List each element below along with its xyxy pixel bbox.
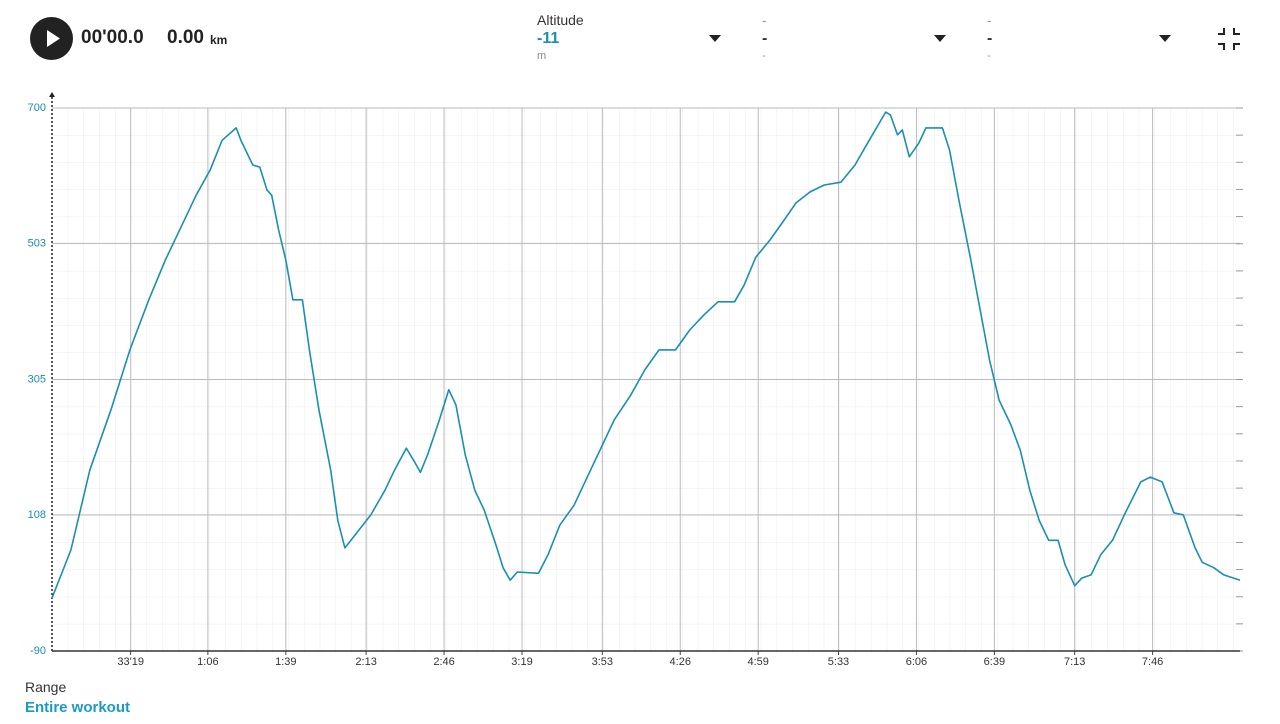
metric-value: - bbox=[762, 30, 768, 47]
metric-label: - bbox=[762, 12, 767, 28]
x-tick-label: 7:13 bbox=[1064, 656, 1085, 668]
metric-selector[interactable]: - - - bbox=[987, 12, 1177, 62]
y-tick-label: 108 bbox=[28, 509, 46, 521]
x-tick-label: 3:53 bbox=[592, 656, 613, 668]
x-tick-label: 6:06 bbox=[906, 656, 927, 668]
metric-unit: - bbox=[762, 50, 766, 62]
range-value[interactable]: Entire workout bbox=[25, 699, 131, 716]
x-tick-label: 2:13 bbox=[355, 656, 376, 668]
altitude-chart: -90 108 305 503 700 33'19 1:06 1:39 2:13 2:46 3:19… bbox=[28, 92, 1243, 668]
metric-selector[interactable]: Altitude -11 m bbox=[537, 12, 727, 62]
distance: 0.00 bbox=[167, 27, 204, 48]
x-tick-label: 4:59 bbox=[747, 656, 768, 668]
metric-unit: - bbox=[987, 50, 991, 62]
collapse-button[interactable] bbox=[1217, 27, 1241, 51]
x-tick-label: 3:19 bbox=[511, 656, 532, 668]
y-axis-arrow bbox=[49, 92, 55, 97]
dropdown-caret[interactable] bbox=[709, 35, 721, 43]
metric-label: - bbox=[987, 12, 992, 28]
x-tick-label: 2:46 bbox=[433, 656, 454, 668]
x-tick-label: 33'19 bbox=[117, 656, 144, 668]
metric-unit: m bbox=[537, 50, 547, 62]
y-tick-label: 700 bbox=[28, 102, 46, 114]
metric-selector[interactable]: - - - bbox=[762, 12, 952, 62]
y-tick-label: 503 bbox=[28, 237, 46, 249]
elapsed-time: 00'00.0 bbox=[81, 27, 144, 48]
dropdown-caret[interactable] bbox=[1159, 35, 1171, 43]
altitude-line bbox=[51, 111, 1241, 599]
x-tick-label: 4:26 bbox=[670, 656, 691, 668]
distance-unit: km bbox=[210, 33, 228, 47]
x-tick-label: 6:39 bbox=[984, 656, 1005, 668]
metric-value: - bbox=[987, 30, 993, 47]
x-tick-label: 1:39 bbox=[275, 656, 296, 668]
x-tick-label: 7:46 bbox=[1142, 656, 1163, 668]
x-tick-label: 5:33 bbox=[828, 656, 849, 668]
play-button[interactable] bbox=[30, 17, 73, 60]
metric-value: -11 bbox=[537, 30, 560, 47]
dropdown-caret[interactable] bbox=[934, 35, 946, 43]
metric-label: Altitude bbox=[537, 12, 584, 28]
play-icon bbox=[47, 30, 60, 47]
range-label: Range bbox=[25, 679, 67, 695]
y-tick-label: 305 bbox=[28, 373, 46, 385]
y-tick-label: -90 bbox=[30, 645, 46, 657]
x-tick-label: 1:06 bbox=[197, 656, 218, 668]
